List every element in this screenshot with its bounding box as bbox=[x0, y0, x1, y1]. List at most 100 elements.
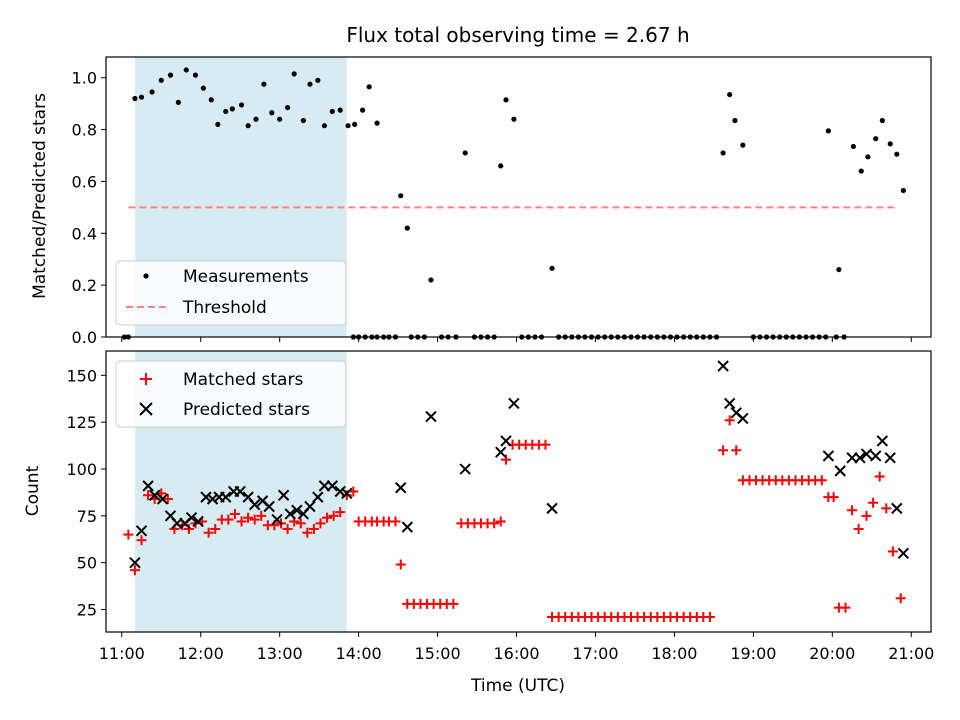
x-tick-label-4: 15:00 bbox=[415, 644, 461, 663]
predicted-stars-point-15 bbox=[234, 485, 246, 498]
measurements-point-34 bbox=[398, 193, 404, 199]
measurements-point-47 bbox=[836, 266, 842, 273]
predicted-stars-point-39 bbox=[717, 360, 729, 372]
x-tick-label-8: 19:00 bbox=[730, 644, 776, 663]
predicted-stars-point-22 bbox=[284, 508, 296, 520]
matched-stars-point-28 bbox=[308, 523, 319, 534]
matched-stars-point-32 bbox=[335, 507, 346, 518]
matched-stars-point-15 bbox=[223, 514, 234, 525]
measurements-point-35 bbox=[404, 225, 410, 231]
x-tick-label-5: 16:00 bbox=[493, 644, 539, 663]
measurements-point-4 bbox=[149, 89, 155, 95]
y-tick-label-top-5: 1.0 bbox=[72, 69, 97, 88]
matched-stars-point-117 bbox=[895, 593, 906, 604]
chart-title: Flux total observing time = 2.67 h bbox=[346, 23, 689, 47]
x-tick-label-2: 13:00 bbox=[257, 644, 303, 663]
measurements-point-27 bbox=[329, 108, 335, 115]
matched-stars-point-42 bbox=[395, 559, 406, 570]
predicted-stars-point-42 bbox=[737, 412, 749, 425]
matched-stars-point-31 bbox=[328, 510, 339, 521]
predicted-stars-point-17 bbox=[248, 498, 261, 511]
measurements-point-12 bbox=[215, 121, 221, 128]
predicted-stars-point-20 bbox=[271, 513, 283, 526]
measurements-point-42 bbox=[720, 150, 726, 156]
measurements-point-28 bbox=[337, 107, 343, 113]
legend-label-matched: Matched stars bbox=[183, 370, 303, 390]
count-points bbox=[123, 360, 910, 623]
x-tick-label-9: 20:00 bbox=[809, 644, 855, 663]
measurements-point-23 bbox=[300, 117, 306, 124]
matched-stars-point-57 bbox=[495, 516, 506, 527]
x-tick-label-7: 18:00 bbox=[651, 644, 697, 663]
predicted-stars-point-34 bbox=[459, 463, 471, 475]
matched-stars-point-30 bbox=[322, 512, 333, 523]
measurements-point-16 bbox=[245, 123, 251, 129]
y-tick-label-bot-5: 150 bbox=[66, 366, 97, 385]
legend-marker-measurements bbox=[143, 273, 149, 279]
predicted-stars-point-44 bbox=[834, 465, 846, 477]
x-axis-label: Time (UTC) bbox=[470, 676, 565, 696]
matched-stars-point-20 bbox=[256, 510, 267, 521]
matched-stars-point-18 bbox=[243, 512, 254, 523]
predicted-stars-point-3 bbox=[148, 489, 161, 501]
bottom-legend: Matched stars Predicted stars bbox=[115, 360, 347, 428]
matched-stars-point-114 bbox=[874, 471, 885, 482]
matched-stars-point-24 bbox=[282, 523, 293, 534]
y-tick-label-top-4: 0.8 bbox=[72, 121, 97, 140]
legend-label-predicted: Predicted stars bbox=[183, 400, 310, 420]
predicted-stars-point-49 bbox=[876, 435, 889, 447]
measurements-point-5 bbox=[158, 77, 164, 83]
predicted-stars-point-19 bbox=[263, 500, 275, 513]
matched-stars-point-6 bbox=[162, 493, 173, 504]
measurements-point-45 bbox=[740, 142, 746, 148]
matched-stars-point-107 bbox=[828, 492, 839, 503]
predicted-stars-point-38 bbox=[546, 502, 558, 515]
y-tick-label-bot-1: 50 bbox=[77, 554, 97, 573]
legend-marker-predicted bbox=[139, 402, 153, 416]
matched-stars-point-1 bbox=[129, 565, 140, 576]
predicted-stars-point-40 bbox=[723, 397, 736, 410]
matched-stars-point-13 bbox=[210, 523, 221, 534]
predicted-stars-point-11 bbox=[206, 493, 219, 505]
predicted-stars-point-43 bbox=[822, 450, 835, 462]
predicted-stars-point-0 bbox=[129, 556, 141, 569]
y-tick-label-top-0: 0.0 bbox=[72, 328, 97, 347]
matched-stars-point-116 bbox=[887, 546, 898, 557]
measurements-point-41 bbox=[549, 265, 555, 271]
measurements-point-25 bbox=[315, 77, 321, 83]
matched-stars-point-2 bbox=[136, 535, 147, 546]
measurements-point-53 bbox=[887, 141, 893, 147]
matched-stars-point-19 bbox=[249, 514, 260, 525]
y-tick-label-top-1: 0.2 bbox=[72, 276, 97, 295]
measurements-point-32 bbox=[366, 84, 372, 90]
measurements-point-24 bbox=[307, 81, 313, 87]
predicted-stars-point-28 bbox=[326, 480, 339, 492]
x-tick-label-1: 12:00 bbox=[178, 644, 224, 663]
matched-stars-point-9 bbox=[183, 523, 194, 534]
matched-stars-point-109 bbox=[840, 602, 851, 613]
measurements-point-40 bbox=[511, 116, 517, 122]
y-tick-label-bot-3: 100 bbox=[66, 460, 97, 479]
predicted-stars-point-1 bbox=[135, 525, 148, 537]
predicted-stars-point-32 bbox=[401, 521, 414, 533]
bottom-y-axis-label: Count bbox=[23, 465, 43, 516]
measurements-point-30 bbox=[352, 121, 358, 128]
matched-stars-point-3 bbox=[143, 490, 154, 501]
matched-stars-point-111 bbox=[853, 523, 864, 534]
measurements-point-38 bbox=[498, 163, 504, 169]
y-tick-label-bot-4: 125 bbox=[66, 413, 97, 432]
measurements-point-31 bbox=[359, 107, 366, 113]
measurements-point-43 bbox=[727, 91, 733, 98]
predicted-stars-point-52 bbox=[897, 547, 910, 560]
measurements-point-51 bbox=[873, 136, 879, 142]
measurements-point-2 bbox=[132, 95, 138, 102]
matched-stars-point-113 bbox=[868, 497, 879, 508]
measurements-point-10 bbox=[200, 85, 206, 91]
measurements-point-20 bbox=[277, 116, 283, 122]
measurements-point-54 bbox=[894, 151, 900, 157]
matched-stars-point-12 bbox=[203, 527, 214, 538]
predicted-stars-point-36 bbox=[500, 435, 512, 447]
predicted-stars-point-50 bbox=[884, 452, 896, 464]
predicted-stars-point-30 bbox=[341, 487, 353, 500]
matched-stars-point-89 bbox=[704, 612, 715, 623]
